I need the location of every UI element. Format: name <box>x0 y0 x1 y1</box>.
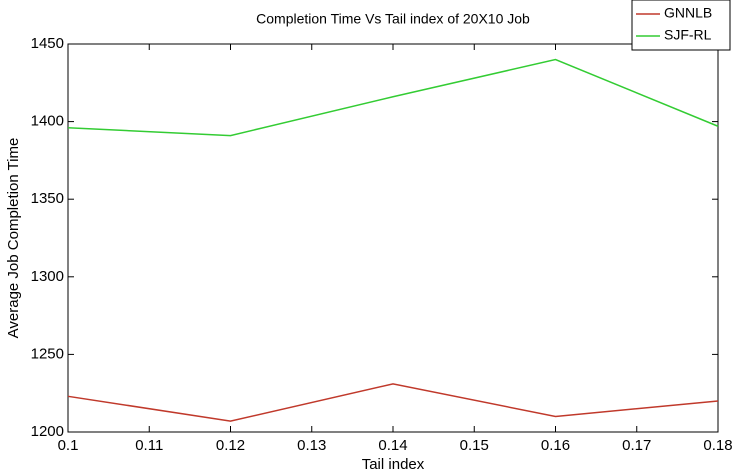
y-axis-label: Average Job Completion Time <box>5 138 22 339</box>
plot-frame <box>67 43 719 433</box>
x-tick-label: 0.13 <box>297 437 326 454</box>
x-tick-label: 0.14 <box>378 437 407 454</box>
x-tick-label: 0.15 <box>460 437 489 454</box>
chart-title: Completion Time Vs Tail index of 20X10 J… <box>256 11 530 27</box>
x-tick-label: 0.17 <box>622 437 651 454</box>
series-line <box>67 383 719 422</box>
x-axis-label: Tail index <box>362 456 425 473</box>
x-tick-label: 0.18 <box>703 437 732 454</box>
y-tick-label: 1250 <box>31 345 64 362</box>
y-tick-label: 1400 <box>31 113 64 130</box>
y-tick-label: 1350 <box>31 190 64 207</box>
x-tick-label: 0.1 <box>58 437 79 454</box>
x-tick-label: 0.12 <box>216 437 245 454</box>
x-tick-label: 0.16 <box>541 437 570 454</box>
series-line <box>67 58 719 137</box>
y-tick-label: 1200 <box>31 423 64 440</box>
y-tick-label: 1450 <box>31 35 64 52</box>
legend-box <box>631 0 731 51</box>
legend-label: SJF-RL <box>664 27 712 43</box>
legend-label: GNNLB <box>664 5 712 21</box>
y-tick-label: 1300 <box>31 268 64 285</box>
x-tick-label: 0.11 <box>135 437 163 454</box>
